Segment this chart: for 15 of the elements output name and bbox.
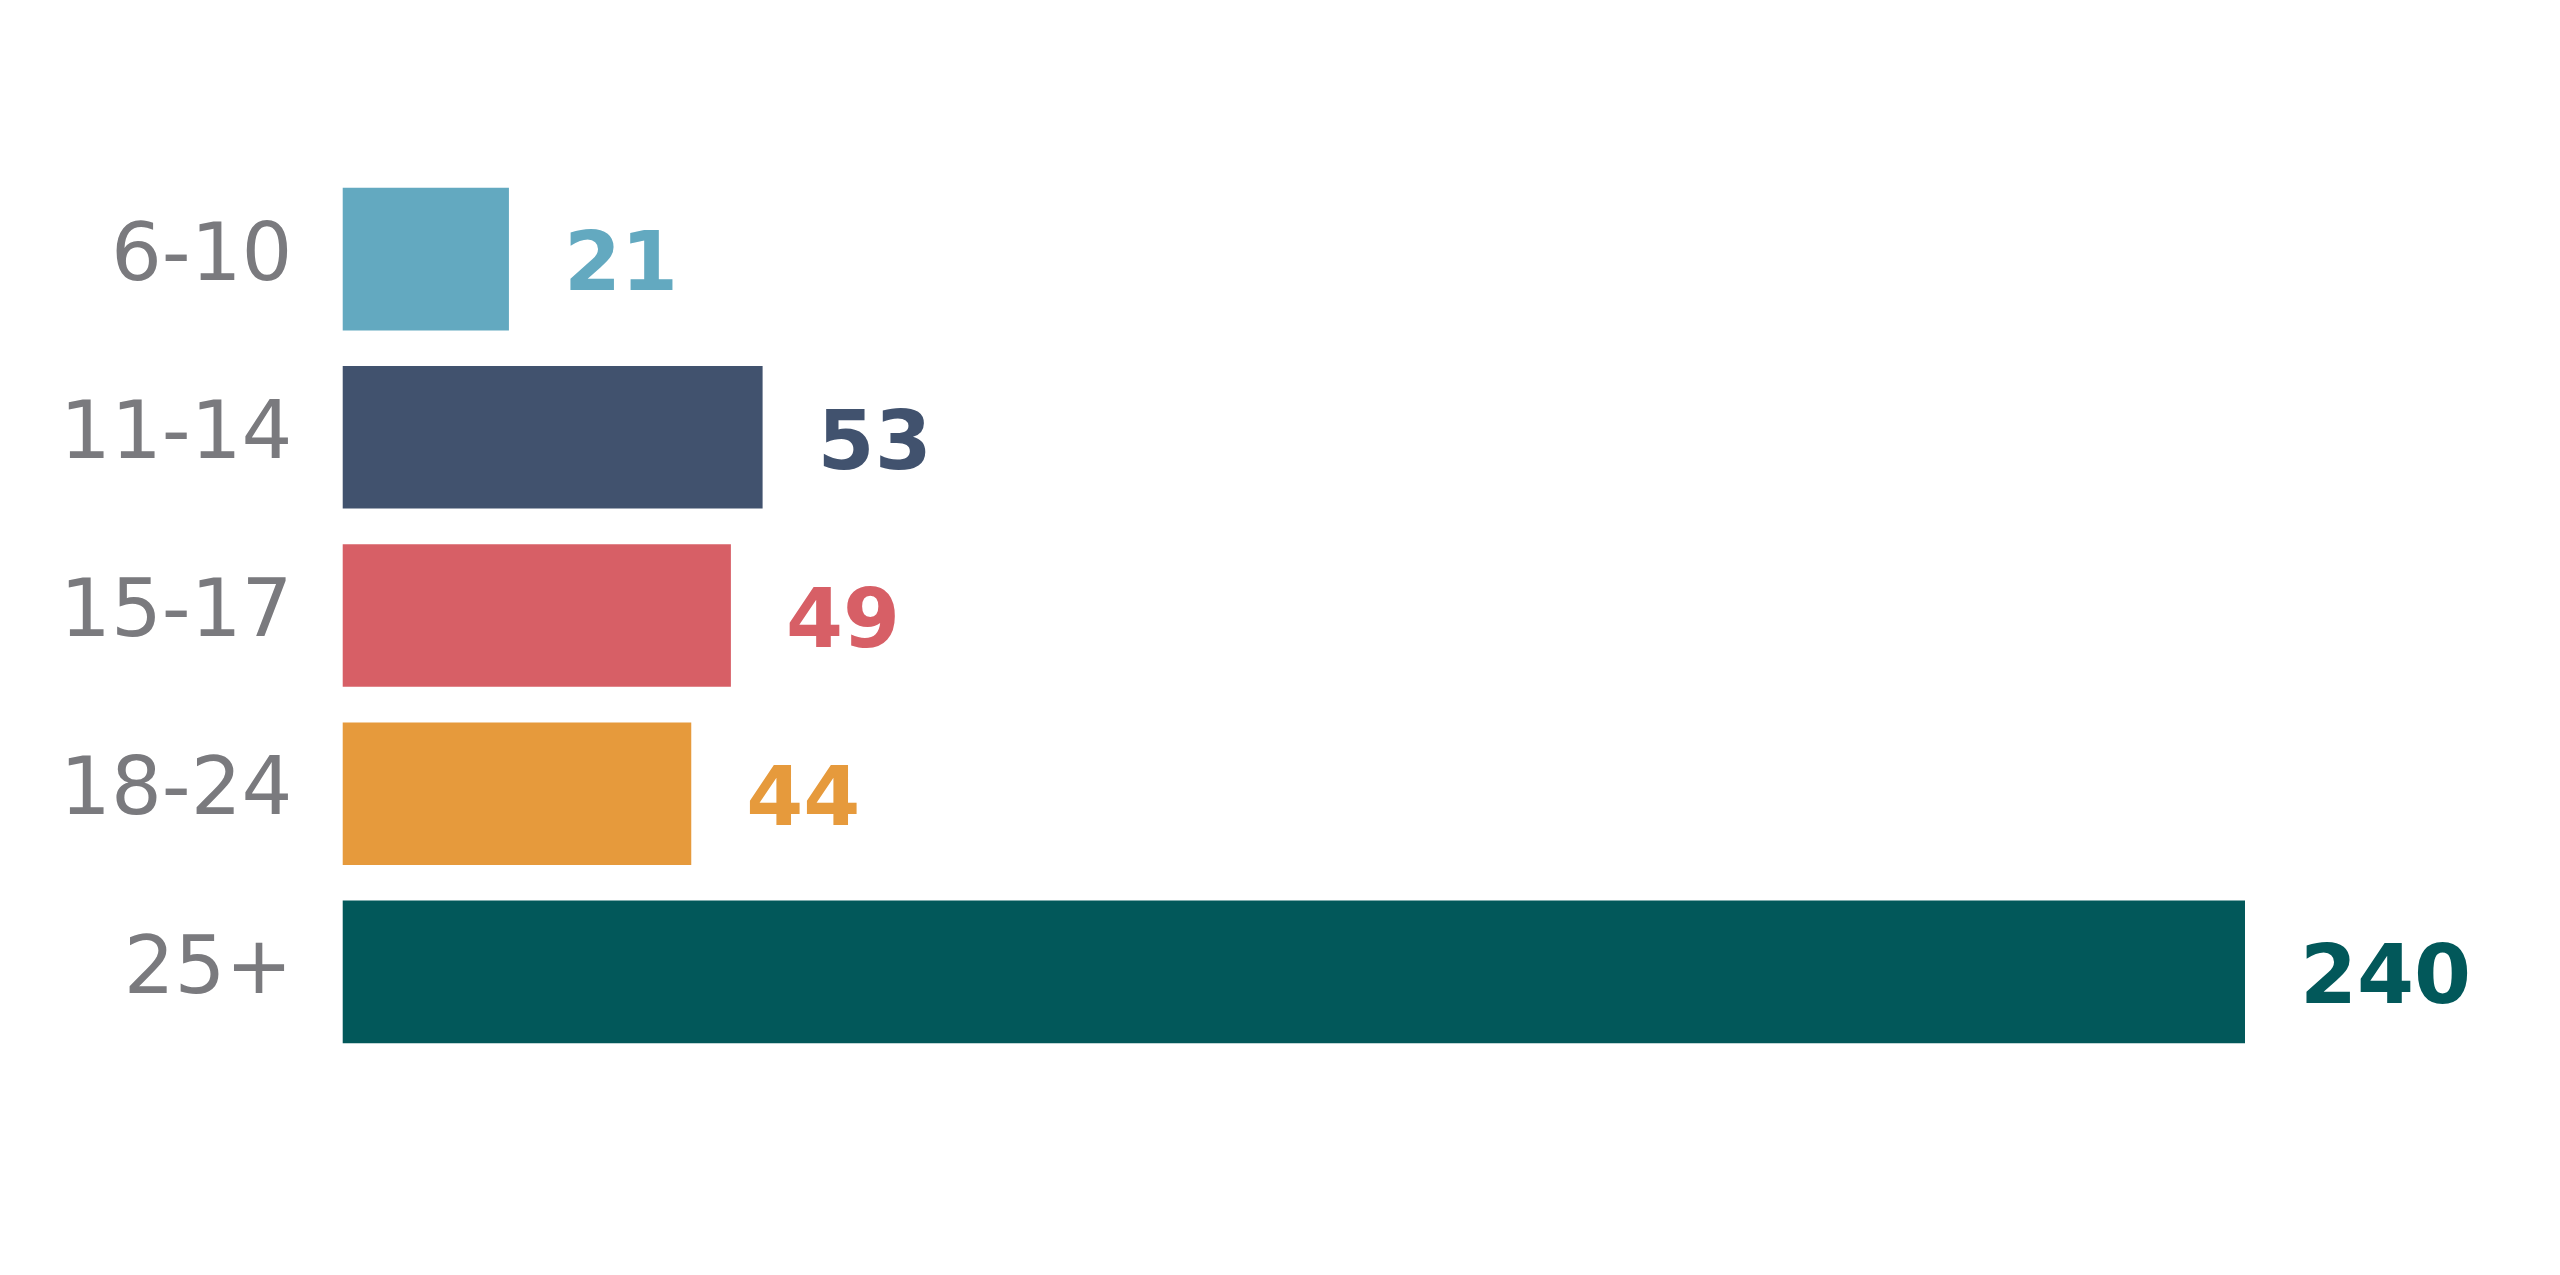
data-label: 53 [817, 392, 932, 488]
bar [342, 187, 509, 331]
y-tick-label: 18-24 [59, 740, 293, 834]
bar [342, 722, 692, 865]
y-tick-label: 6-10 [110, 205, 293, 299]
y-tick-label: 15-17 [59, 562, 293, 656]
data-label: 21 [563, 214, 679, 310]
bar [342, 900, 2245, 1044]
data-label: 49 [785, 570, 901, 666]
data-label: 240 [2300, 927, 2472, 1023]
bar [342, 366, 763, 509]
bar [342, 544, 731, 687]
y-tick-label: 11-14 [59, 384, 293, 478]
data-label: 44 [746, 749, 861, 844]
y-tick-label: 25+ [123, 918, 293, 1012]
